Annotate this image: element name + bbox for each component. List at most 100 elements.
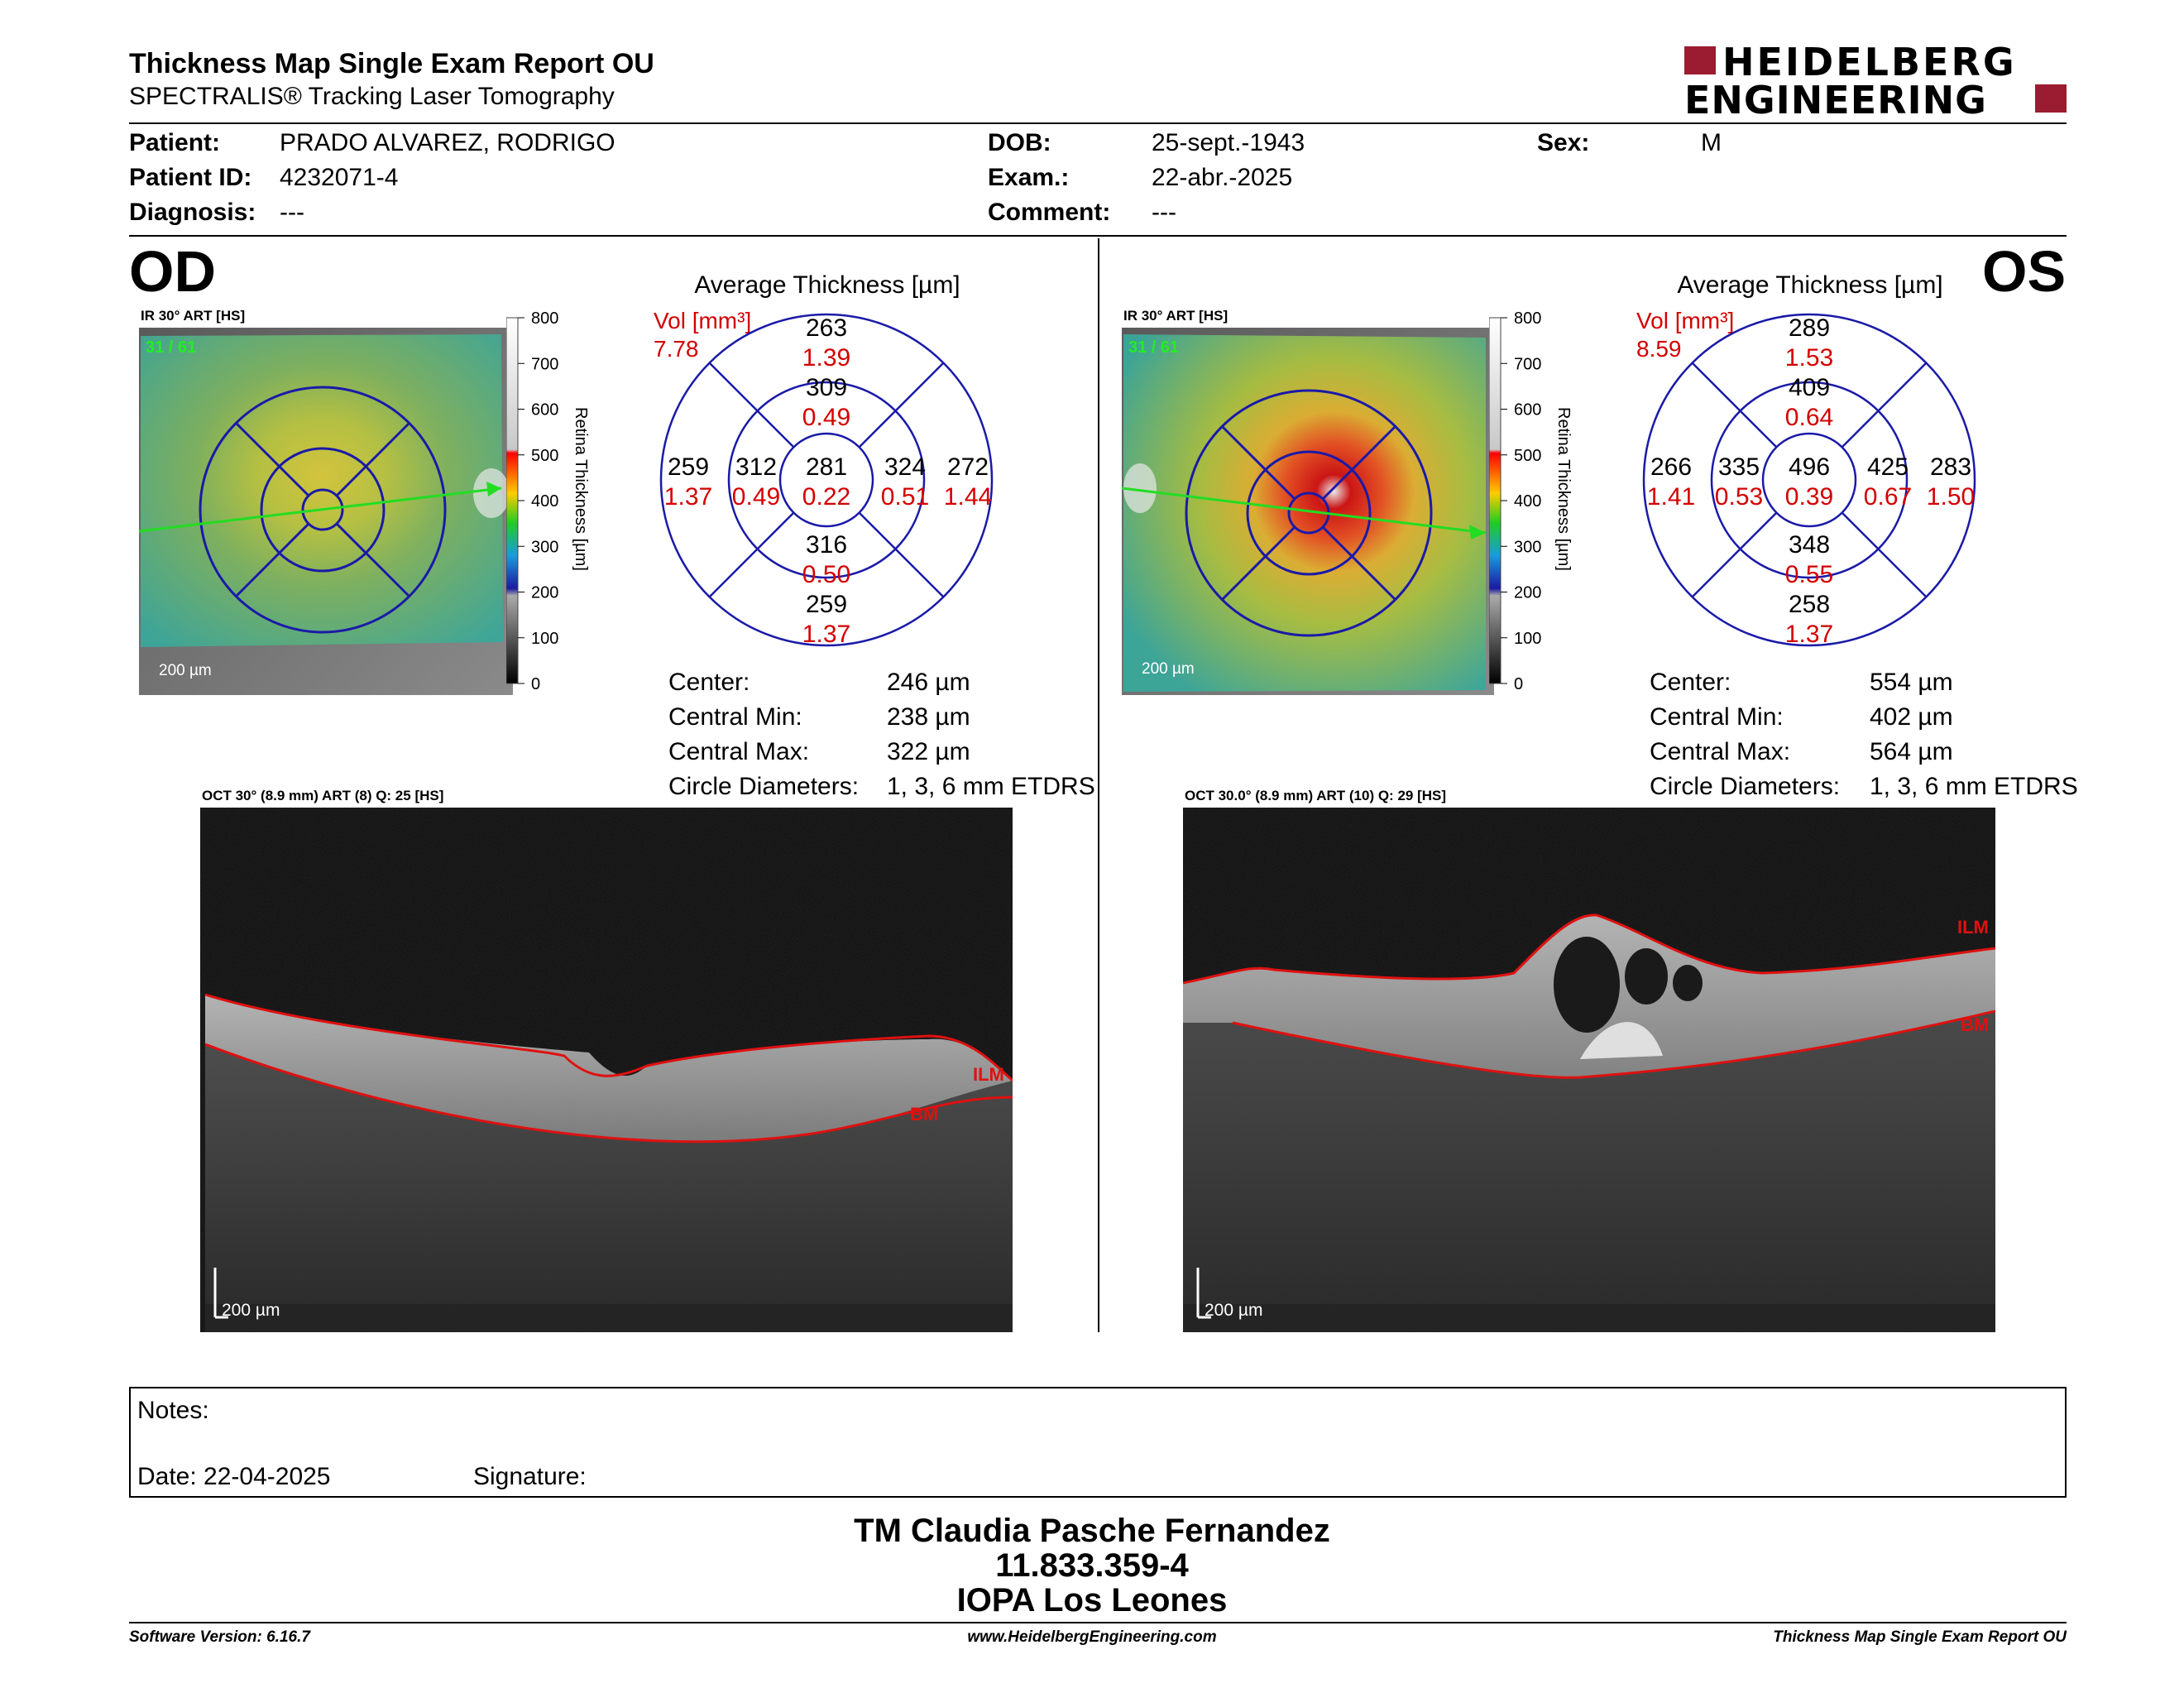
od-center-thickness: 281 bbox=[806, 453, 847, 481]
od-scalebar-tick-100: 100 bbox=[531, 630, 558, 648]
signer-name: TM Claudia Pasche Fernandez bbox=[854, 1513, 1330, 1549]
od-oct-label: OCT 30° (8.9 mm) ART (8) Q: 25 [HS] bbox=[202, 788, 444, 803]
od-etdrs-chart: 263 1.39 309 0.49 281 0.22 312 0.49 259 … bbox=[659, 313, 994, 648]
sex-label: Sex: bbox=[1537, 129, 1590, 156]
os-map-overlay bbox=[1123, 334, 1486, 692]
os-cyst-small bbox=[1673, 965, 1703, 1001]
os-center-value: 554 µm bbox=[1870, 669, 1953, 696]
os-scalebar-tick-600: 600 bbox=[1514, 401, 1541, 420]
eye-label-os: OS bbox=[1982, 239, 2067, 304]
od-outer-top-volume: 1.39 bbox=[802, 344, 850, 372]
od-scalebar: 800 700 600 500 400 300 200 100 0 Retina Thickne… bbox=[506, 309, 590, 693]
logo-text-1: HEIDELBERG bbox=[1722, 40, 2017, 84]
os-scan-arrow bbox=[1469, 525, 1486, 539]
os-oct-label: OCT 30.0° (8.9 mm) ART (10) Q: 29 [HS] bbox=[1185, 788, 1447, 803]
os-inner-top-volume: 0.64 bbox=[1785, 404, 1833, 431]
od-scalebar-tick-700: 700 bbox=[531, 355, 558, 373]
patient-id-label: Patient ID: bbox=[129, 164, 252, 191]
os-scalebar-tick-500: 500 bbox=[1514, 447, 1541, 465]
os-vol-value: 8.59 bbox=[1636, 336, 1682, 362]
os-vol-label: Vol [mm³] bbox=[1636, 308, 1735, 333]
od-inner-left-thickness: 312 bbox=[735, 453, 777, 481]
os-etdrs-grid bbox=[1185, 389, 1433, 637]
od-scan-line bbox=[139, 487, 502, 533]
od-max-value: 322 µm bbox=[887, 738, 970, 765]
os-scalebar-tick-300: 300 bbox=[1514, 538, 1541, 556]
od-outer-left-volume: 1.37 bbox=[664, 483, 712, 511]
od-inner-right-volume: 0.51 bbox=[881, 483, 929, 511]
od-vol-label: Vol [mm³] bbox=[654, 308, 752, 333]
notes-signature-label: Signature: bbox=[473, 1463, 587, 1490]
od-inner-bottom-volume: 0.50 bbox=[802, 561, 850, 588]
os-center-label: Center: bbox=[1650, 669, 1731, 696]
os-scalebar-tick-400: 400 bbox=[1514, 492, 1541, 511]
os-inner-left-thickness: 335 bbox=[1718, 453, 1760, 481]
od-inner-left-volume: 0.49 bbox=[732, 483, 780, 511]
os-bm-line bbox=[1232, 1009, 1995, 1079]
os-max-value: 564 µm bbox=[1870, 738, 1953, 765]
os-diam-value: 1, 3, 6 mm ETDRS bbox=[1870, 773, 2078, 800]
logo-square-left bbox=[1684, 46, 1716, 74]
comment-value: --- bbox=[1152, 199, 1176, 226]
os-outer-bottom-thickness: 258 bbox=[1789, 591, 1830, 618]
od-inner-top-volume: 0.49 bbox=[802, 404, 850, 431]
os-inner-bottom-thickness: 348 bbox=[1789, 531, 1830, 559]
os-outer-bottom-volume: 1.37 bbox=[1785, 621, 1833, 648]
os-ir-scale: 200 µm bbox=[1142, 660, 1195, 678]
footer-rule bbox=[129, 1622, 2067, 1623]
od-etdrs-grid bbox=[199, 386, 447, 634]
od-diam-label: Circle Diameters: bbox=[668, 773, 860, 800]
od-min-label: Central Min: bbox=[668, 703, 802, 731]
od-outer-right-thickness: 272 bbox=[947, 453, 989, 481]
od-center-value: 246 µm bbox=[887, 669, 970, 696]
od-outer-left-thickness: 259 bbox=[668, 453, 709, 481]
patient-rule bbox=[129, 235, 2067, 237]
od-max-label: Central Max: bbox=[668, 738, 810, 765]
od-inner-right-thickness: 324 bbox=[884, 453, 926, 481]
od-scalebar-tick-0: 0 bbox=[531, 675, 540, 693]
logo-square-right bbox=[2035, 84, 2067, 113]
report-title: Thickness Map Single Exam Report OU bbox=[129, 48, 654, 79]
diagnosis-value: --- bbox=[280, 199, 304, 226]
os-outer-right-volume: 1.50 bbox=[1927, 483, 1975, 511]
os-min-value: 402 µm bbox=[1870, 703, 1953, 731]
od-diam-value: 1, 3, 6 mm ETDRS bbox=[887, 773, 1095, 800]
od-center-label: Center: bbox=[668, 669, 750, 696]
logo-text-2: ENGINEERING bbox=[1684, 78, 1987, 122]
patient-id-value: 4232071-4 bbox=[280, 164, 399, 191]
od-inner-bottom-thickness: 316 bbox=[806, 531, 847, 559]
notes-date: Date: 22-04-2025 bbox=[137, 1463, 331, 1490]
diagnosis-label: Diagnosis: bbox=[129, 199, 256, 226]
os-avg-title: Average Thickness [µm] bbox=[1677, 271, 1943, 299]
os-max-label: Central Max: bbox=[1650, 738, 1791, 765]
footer-report-name: Thickness Map Single Exam Report OU bbox=[1773, 1628, 2067, 1646]
patient-value: PRADO ALVAREZ, RODRIGO bbox=[280, 129, 615, 156]
report-subtitle: SPECTRALIS® Tracking Laser Tomography bbox=[129, 83, 615, 110]
od-outer-right-volume: 1.44 bbox=[944, 483, 992, 511]
footer-website[interactable]: www.HeidelbergEngineering.com bbox=[967, 1628, 1217, 1646]
notes-label: Notes: bbox=[137, 1397, 209, 1424]
os-oct-bscan: ILM BM 200 µm bbox=[1183, 808, 1995, 1332]
notes-box[interactable]: Notes: Date: 22-04-2025 Signature: bbox=[129, 1387, 2067, 1498]
od-scan-arrow bbox=[486, 482, 501, 496]
os-cyst-medium bbox=[1625, 948, 1668, 1005]
od-frame-counter: 31 / 61 bbox=[146, 338, 196, 357]
os-oct-scale: 200 µm bbox=[1205, 1301, 1262, 1320]
os-inner-bottom-volume: 0.55 bbox=[1785, 561, 1833, 588]
od-outer-bottom-volume: 1.37 bbox=[802, 621, 850, 648]
os-min-label: Central Min: bbox=[1650, 703, 1784, 731]
software-version: Software Version: 6.16.7 bbox=[129, 1628, 310, 1646]
signer-id: 11.833.359-4 bbox=[995, 1547, 1189, 1584]
od-scalebar-tick-200: 200 bbox=[531, 584, 558, 602]
od-outer-top-thickness: 263 bbox=[806, 314, 847, 342]
od-ir-label: IR 30° ART [HS] bbox=[141, 308, 246, 324]
os-inner-right-thickness: 425 bbox=[1867, 453, 1909, 481]
od-scalebar-tick-600: 600 bbox=[531, 401, 558, 420]
os-outer-top-volume: 1.53 bbox=[1785, 344, 1833, 372]
od-bm-label: BM bbox=[910, 1104, 938, 1125]
od-scalebar-title: Retina Thickness [µm] bbox=[572, 407, 590, 571]
od-bm-line bbox=[204, 1043, 1013, 1144]
os-thickness-map: 31 / 61 200 µm bbox=[1122, 328, 1494, 695]
od-min-value: 238 µm bbox=[887, 703, 970, 731]
os-cyst-large bbox=[1554, 937, 1620, 1033]
